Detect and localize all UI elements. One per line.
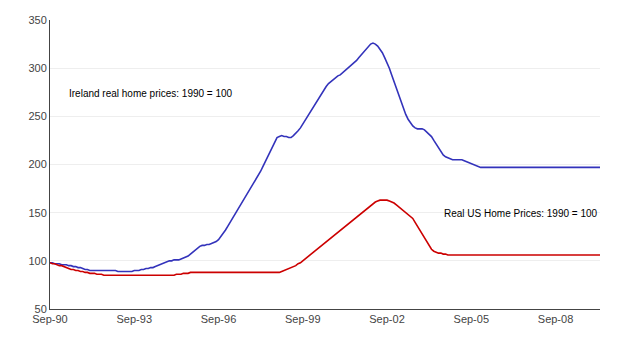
- svg-text:Ireland real home prices: 1990: Ireland real home prices: 1990 = 100: [69, 88, 233, 99]
- svg-text:Sep-93: Sep-93: [117, 313, 152, 325]
- svg-text:Sep-08: Sep-08: [538, 313, 573, 325]
- svg-text:Sep-05: Sep-05: [454, 313, 489, 325]
- svg-text:Sep-99: Sep-99: [285, 313, 320, 325]
- svg-text:150: 150: [28, 207, 46, 219]
- svg-text:200: 200: [28, 158, 46, 170]
- svg-text:250: 250: [28, 110, 46, 122]
- svg-text:350: 350: [28, 14, 46, 26]
- svg-text:Sep-90: Sep-90: [32, 313, 67, 325]
- svg-text:Sep-02: Sep-02: [369, 313, 404, 325]
- svg-text:Real US Home Prices: 1990 = 10: Real US Home Prices: 1990 = 100: [444, 208, 598, 219]
- svg-text:300: 300: [28, 62, 46, 74]
- svg-text:50: 50: [35, 303, 47, 315]
- svg-text:Sep-96: Sep-96: [201, 313, 236, 325]
- svg-text:100: 100: [28, 255, 46, 267]
